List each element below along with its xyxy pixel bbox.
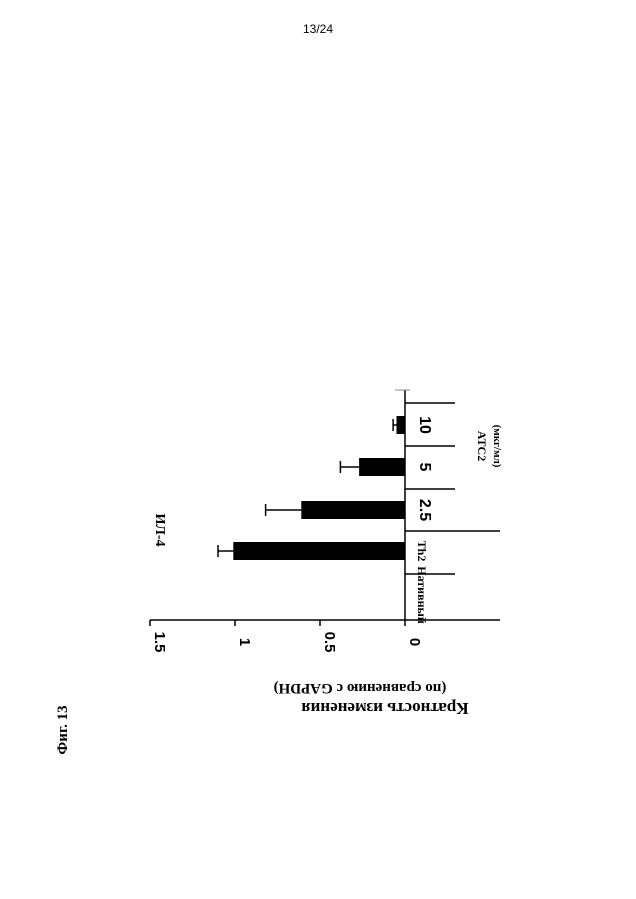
y-tick-label: 1 <box>236 638 253 646</box>
y-tick-label: 1.5 <box>151 632 168 653</box>
chart-title: ИЛ-4 <box>152 514 167 547</box>
y-tick-label: 0 <box>406 638 423 646</box>
group-label-unit: (мкг/мл) <box>491 425 503 468</box>
figure-label: Фиг. 13 <box>55 705 71 754</box>
category-label: 2.5 <box>416 499 433 521</box>
y-tick-label: 0.5 <box>321 632 338 653</box>
bar <box>397 416 406 434</box>
category-label: Нативный <box>415 566 429 624</box>
bar <box>233 542 405 560</box>
category-label: Th2 <box>415 541 429 562</box>
category-label: 10 <box>416 416 433 434</box>
bar <box>359 458 405 476</box>
bar <box>301 501 405 519</box>
category-label: 5 <box>416 463 433 472</box>
y-axis-subtitle: (по сравнению с GAPDH) <box>274 680 447 696</box>
y-axis-title: Кратность изменения <box>301 699 468 718</box>
group-label: ATC2 <box>475 431 489 461</box>
